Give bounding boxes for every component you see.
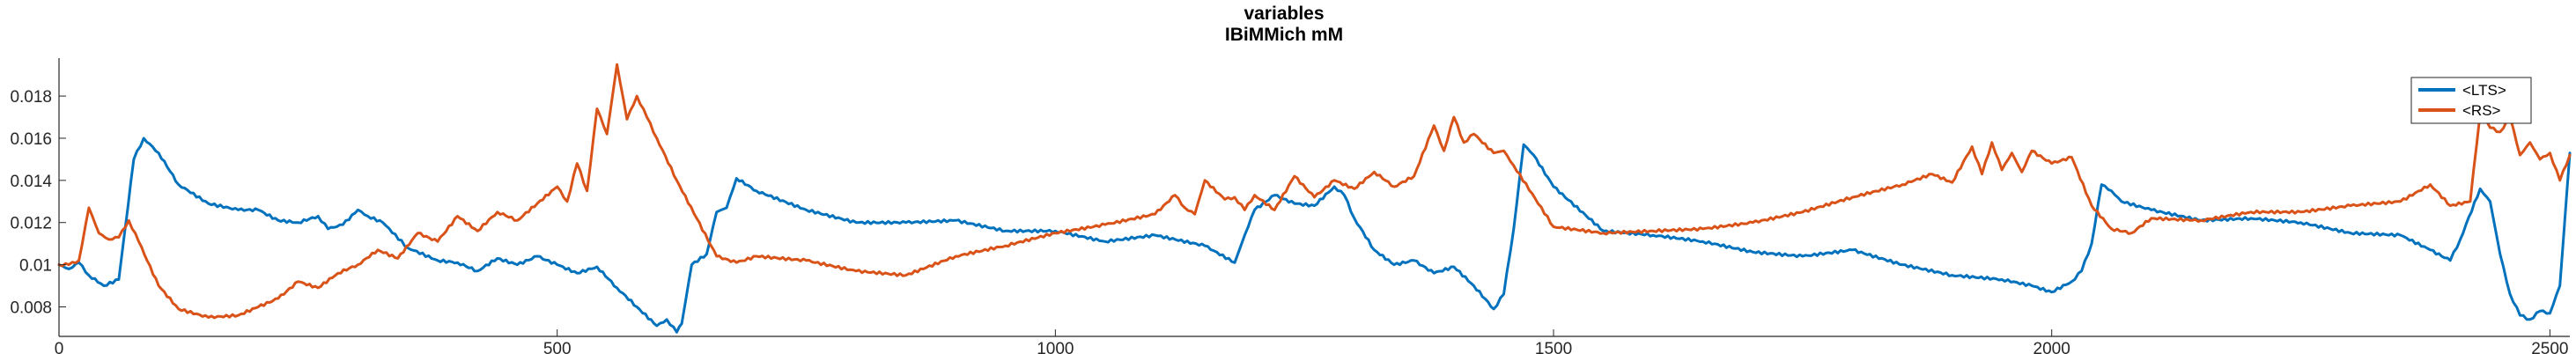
series-line-lts <box>57 136 2572 334</box>
legend-label-lts: <LTS> <box>2462 82 2506 99</box>
legend[interactable]: <LTS> <RS> <box>2410 77 2532 124</box>
x-tick-label: 0 <box>55 340 64 354</box>
x-tick-label: 2000 <box>2033 340 2070 354</box>
y-tick-label: 0.012 <box>10 215 52 233</box>
y-tick-label: 0.016 <box>10 130 52 149</box>
axes-layer: 0 500 1000 1500 2000 2500 0.008 0.01 0.012 0.014 0… <box>10 58 2570 354</box>
legend-box <box>2410 77 2532 124</box>
y-tick-label: 0.01 <box>19 257 52 276</box>
chart-title: variables <box>1244 4 1324 24</box>
legend-label-rs: <RS> <box>2462 102 2501 119</box>
y-tick-label: 0.018 <box>10 88 52 107</box>
chart-subtitle: IBiMMich mM <box>1225 25 1343 45</box>
x-tick-label: 500 <box>543 340 572 354</box>
y-tick-label: 0.014 <box>10 173 52 191</box>
x-tick-label: 1000 <box>1037 340 1074 354</box>
series-layer <box>57 63 2572 334</box>
x-tick-label: 1500 <box>1535 340 1572 354</box>
series-line-rs <box>57 63 2572 320</box>
x-tick-label: 2500 <box>2531 340 2568 354</box>
y-tick-label: 0.008 <box>10 299 52 317</box>
